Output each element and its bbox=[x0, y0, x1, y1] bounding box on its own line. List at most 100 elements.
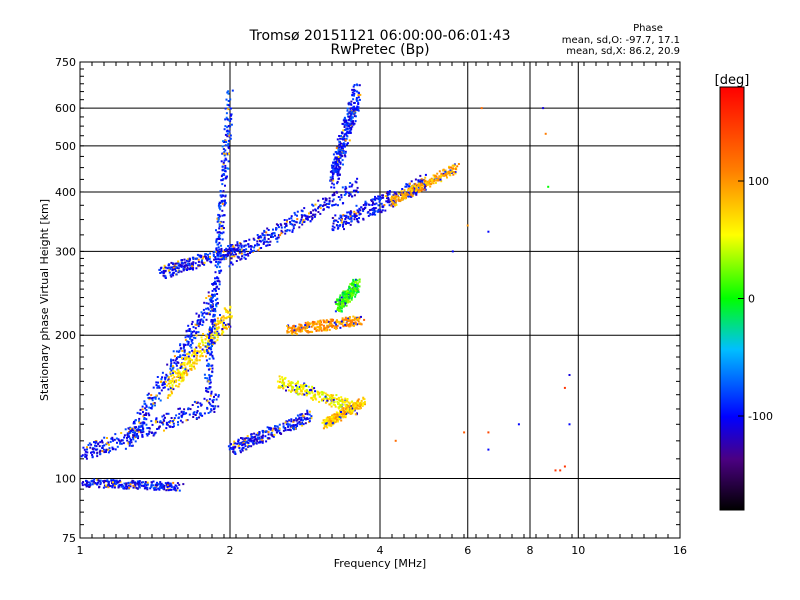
data-point bbox=[409, 182, 411, 185]
data-point bbox=[330, 418, 333, 421]
data-point bbox=[345, 321, 348, 324]
data-point bbox=[219, 205, 222, 208]
data-point bbox=[349, 409, 352, 412]
data-point bbox=[163, 386, 166, 389]
data-point bbox=[134, 486, 137, 489]
data-point bbox=[315, 329, 318, 332]
data-point bbox=[198, 342, 200, 345]
data-point bbox=[203, 263, 206, 266]
data-point bbox=[353, 94, 355, 97]
data-point bbox=[183, 258, 186, 261]
data-point bbox=[205, 334, 208, 337]
data-point bbox=[180, 363, 183, 366]
data-point bbox=[336, 224, 339, 227]
data-point bbox=[241, 437, 244, 440]
data-point bbox=[177, 421, 179, 424]
data-point bbox=[408, 195, 411, 198]
data-point bbox=[99, 479, 102, 482]
data-point bbox=[331, 165, 334, 168]
data-point bbox=[133, 426, 136, 429]
data-point bbox=[182, 483, 185, 486]
data-point bbox=[354, 284, 357, 286]
data-point bbox=[344, 218, 347, 221]
data-point bbox=[331, 171, 334, 174]
data-point bbox=[312, 322, 315, 325]
data-point bbox=[226, 167, 229, 170]
data-point bbox=[291, 229, 294, 232]
data-point bbox=[347, 222, 350, 225]
data-point bbox=[136, 432, 139, 435]
data-point bbox=[335, 147, 338, 150]
data-point bbox=[207, 350, 210, 353]
data-point bbox=[169, 267, 172, 270]
data-point bbox=[215, 323, 218, 326]
data-point bbox=[218, 248, 221, 251]
data-point bbox=[224, 118, 227, 121]
data-point bbox=[375, 202, 378, 205]
data-point bbox=[452, 173, 455, 176]
data-point bbox=[193, 350, 196, 353]
data-point bbox=[158, 482, 161, 485]
data-point bbox=[291, 327, 294, 330]
data-point bbox=[364, 200, 367, 203]
data-point bbox=[170, 486, 173, 488]
data-point bbox=[226, 175, 228, 178]
data-point bbox=[134, 440, 137, 443]
data-point bbox=[214, 280, 216, 283]
data-point bbox=[245, 253, 247, 256]
data-point bbox=[171, 262, 174, 265]
data-point bbox=[330, 420, 333, 423]
data-point bbox=[352, 283, 355, 286]
data-point bbox=[352, 108, 354, 110]
data-point bbox=[187, 258, 190, 261]
data-point bbox=[233, 255, 236, 258]
data-point bbox=[94, 482, 97, 485]
data-point bbox=[101, 450, 104, 453]
data-point bbox=[349, 300, 351, 303]
data-point bbox=[194, 358, 197, 361]
data-point bbox=[232, 448, 235, 450]
data-point bbox=[205, 387, 207, 390]
data-point bbox=[346, 113, 349, 116]
data-point bbox=[340, 147, 343, 150]
data-point bbox=[266, 227, 269, 230]
data-point bbox=[226, 129, 229, 132]
data-point bbox=[335, 169, 338, 172]
data-point bbox=[354, 323, 357, 326]
data-point bbox=[163, 264, 166, 267]
data-point bbox=[187, 369, 190, 372]
data-point bbox=[212, 408, 215, 411]
y-tick-label: 200 bbox=[55, 329, 76, 342]
data-point bbox=[292, 386, 295, 389]
data-point bbox=[229, 443, 232, 446]
data-point bbox=[332, 398, 335, 401]
data-point bbox=[240, 257, 243, 260]
y-tick-label: 75 bbox=[62, 532, 76, 545]
data-point bbox=[119, 480, 122, 483]
data-point bbox=[217, 405, 220, 408]
data-point bbox=[265, 231, 268, 234]
data-point bbox=[337, 308, 340, 311]
data-point bbox=[340, 404, 343, 407]
data-point bbox=[143, 400, 146, 403]
data-point bbox=[311, 320, 314, 323]
data-point bbox=[355, 98, 358, 101]
data-point bbox=[99, 481, 102, 484]
data-point bbox=[356, 404, 359, 407]
data-point bbox=[321, 398, 323, 401]
data-point bbox=[180, 376, 183, 379]
data-point bbox=[306, 327, 309, 329]
data-point bbox=[354, 111, 357, 114]
data-point bbox=[342, 223, 345, 226]
data-point bbox=[343, 144, 346, 147]
data-point bbox=[212, 305, 214, 308]
data-point bbox=[209, 410, 212, 413]
data-point bbox=[209, 256, 211, 259]
data-point bbox=[195, 257, 198, 260]
data-point bbox=[358, 207, 361, 210]
data-point bbox=[161, 384, 164, 387]
data-point bbox=[253, 432, 256, 435]
data-point bbox=[180, 416, 183, 419]
data-point bbox=[356, 401, 358, 404]
